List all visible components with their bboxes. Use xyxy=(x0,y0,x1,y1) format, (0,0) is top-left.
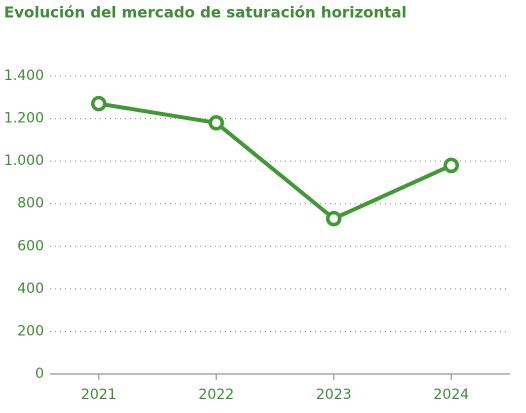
y-tick-label: 1.200 xyxy=(4,111,44,127)
line xyxy=(98,101,453,221)
y-tick-label: 1.400 xyxy=(4,68,44,84)
point xyxy=(208,115,224,131)
y-tick-label: 800 xyxy=(17,196,44,212)
point xyxy=(326,210,342,227)
point xyxy=(443,157,459,174)
y-tick-label: 200 xyxy=(17,323,44,339)
y-tick-label: 400 xyxy=(17,281,44,297)
chart-title: Evolución del mercado de saturación hori… xyxy=(4,4,407,22)
x-tick-label: 2021 xyxy=(81,387,117,403)
point xyxy=(91,95,107,112)
y-tick-label: 1.000 xyxy=(4,153,44,169)
y-tick-label: 0 xyxy=(35,366,44,382)
x-tick-label: 2023 xyxy=(316,387,352,403)
y-tick-label: 600 xyxy=(17,238,44,254)
x-tick-label: 2024 xyxy=(433,387,469,403)
x-tick-label: 2022 xyxy=(198,387,234,403)
